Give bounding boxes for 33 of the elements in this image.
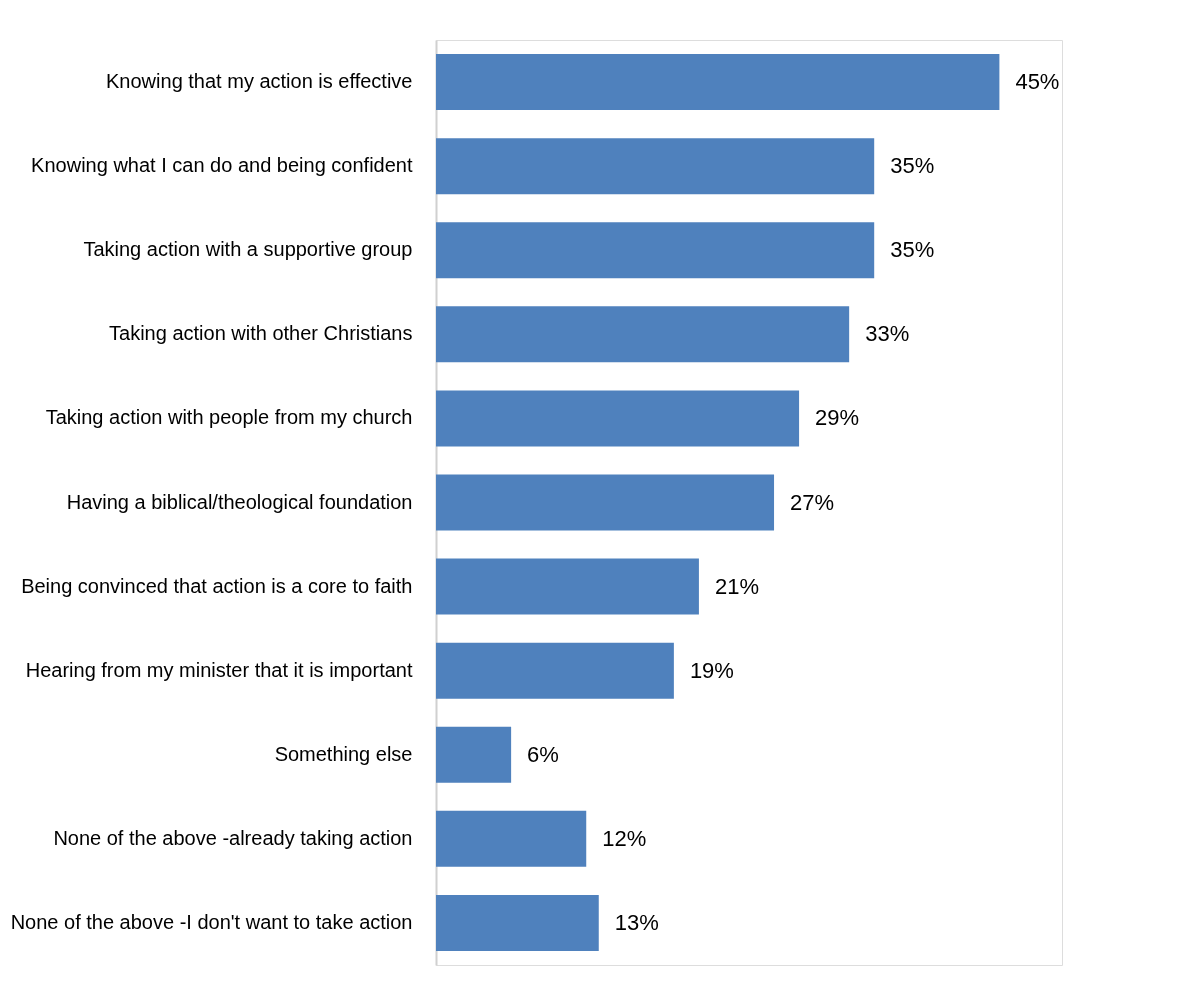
bar	[436, 726, 512, 783]
data-label: 12%	[602, 825, 647, 851]
y-tick-label: Being convinced that action is a core to faith	[21, 574, 413, 597]
y-tick-label: Having a biblical/theological foundation	[66, 490, 413, 513]
data-label: 33%	[865, 321, 910, 347]
y-tick-label: Knowing what I can do and being confident	[31, 154, 413, 177]
data-label: 35%	[890, 153, 935, 179]
y-tick-label: Hearing from my minister that it is important	[25, 658, 413, 681]
y-tick-label: None of the above -already taking action	[53, 826, 413, 849]
y-tick-label: None of the above -I don't want to take action	[10, 910, 413, 933]
data-label: 29%	[815, 405, 860, 431]
bar	[436, 390, 800, 447]
bar	[436, 138, 875, 195]
data-label: 6%	[527, 741, 559, 767]
data-label: 35%	[890, 237, 935, 263]
bar	[436, 642, 674, 699]
y-tick-label: Knowing that my action is effective	[106, 70, 413, 93]
y-tick-label: Taking action with a supportive group	[83, 238, 413, 261]
bar	[436, 894, 599, 951]
data-label: 13%	[614, 909, 659, 935]
y-tick-label: Taking action with people from my church	[45, 406, 413, 429]
bar	[436, 222, 875, 279]
bar	[436, 306, 850, 363]
data-label: 19%	[689, 657, 734, 683]
data-label: 45%	[1015, 69, 1060, 95]
y-tick-label: Taking action with other Christians	[109, 322, 413, 345]
bar	[436, 474, 775, 531]
data-label: 27%	[790, 489, 835, 515]
data-label: 21%	[714, 573, 759, 599]
y-tick-label: Something else	[274, 742, 413, 765]
bar	[436, 810, 587, 867]
bar	[436, 54, 1000, 111]
bar	[436, 558, 699, 615]
